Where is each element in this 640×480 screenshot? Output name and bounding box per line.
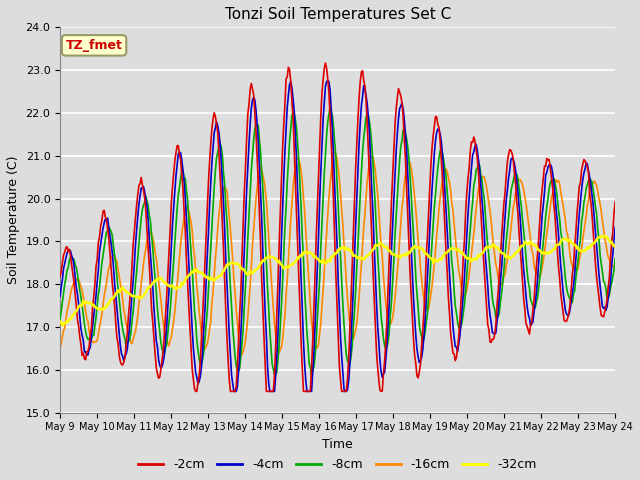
X-axis label: Time: Time: [323, 438, 353, 451]
Title: Tonzi Soil Temperatures Set C: Tonzi Soil Temperatures Set C: [225, 7, 451, 22]
Legend: -2cm, -4cm, -8cm, -16cm, -32cm: -2cm, -4cm, -8cm, -16cm, -32cm: [134, 453, 542, 476]
Text: TZ_fmet: TZ_fmet: [66, 39, 122, 52]
Y-axis label: Soil Temperature (C): Soil Temperature (C): [7, 156, 20, 284]
